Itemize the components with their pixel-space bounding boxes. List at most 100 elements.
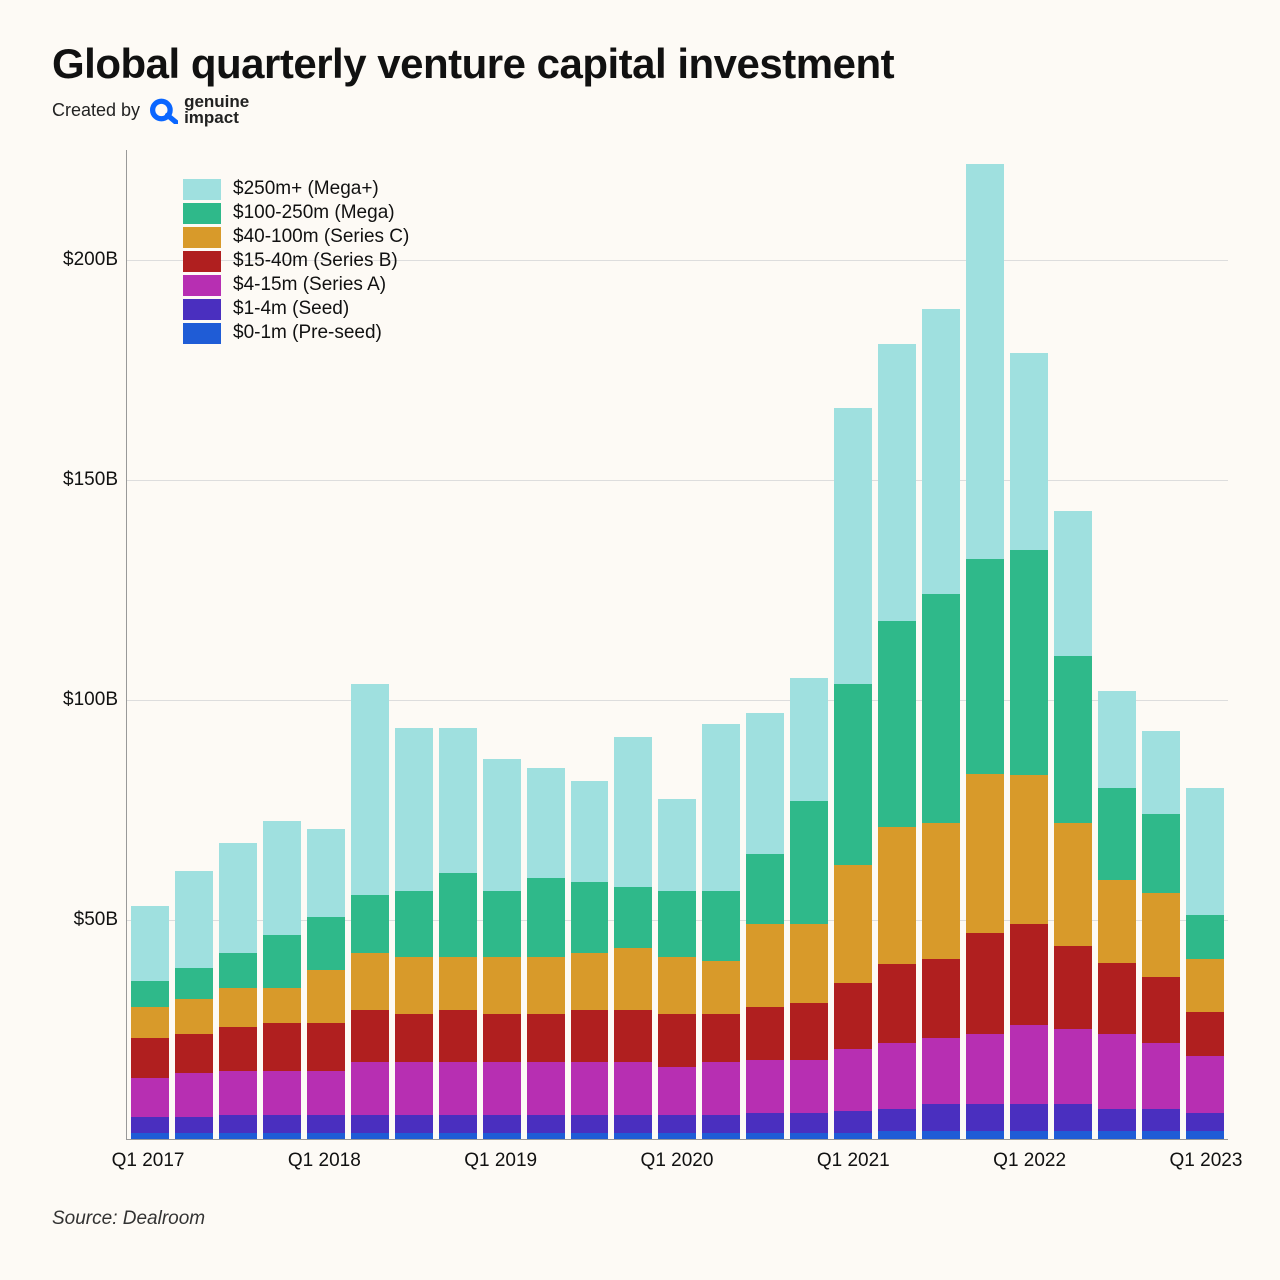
seg-megaplus (746, 713, 784, 854)
seg-seriesA (1186, 1056, 1224, 1113)
seg-megaplus (219, 843, 257, 953)
seg-seriesC (878, 827, 916, 963)
seg-mega (614, 887, 652, 949)
seg-megaplus (1186, 788, 1224, 915)
bar-q1-2023 (1186, 150, 1224, 1139)
legend-swatch (183, 251, 221, 272)
bar-q4-2019 (614, 150, 652, 1139)
seg-mega (527, 878, 565, 957)
bar-q4-2022 (1142, 150, 1180, 1139)
seg-mega (571, 882, 609, 952)
seg-seriesB (790, 1003, 828, 1060)
seg-preseed (1010, 1131, 1048, 1140)
seg-mega (175, 968, 213, 999)
seg-seriesC (1142, 893, 1180, 977)
legend-label: $15-40m (Series B) (233, 250, 398, 272)
legend-swatch (183, 203, 221, 224)
seg-seed (658, 1115, 696, 1133)
bar-q1-2021 (834, 150, 872, 1139)
seg-preseed (1142, 1131, 1180, 1140)
seg-seriesB (219, 1027, 257, 1071)
seg-seriesB (922, 959, 960, 1038)
seg-megaplus (527, 768, 565, 878)
seg-seriesC (702, 961, 740, 1014)
seg-seed (878, 1109, 916, 1131)
seg-mega (1142, 814, 1180, 893)
seg-seriesB (1010, 924, 1048, 1025)
legend-label: $4-15m (Series A) (233, 274, 386, 296)
seg-preseed (966, 1131, 1004, 1140)
seg-seriesA (834, 1049, 872, 1111)
seg-seed (702, 1115, 740, 1133)
seg-megaplus (1098, 691, 1136, 788)
seg-preseed (439, 1133, 477, 1140)
y-tick-label: $50B (74, 909, 118, 931)
legend-item-seriesC: $40-100m (Series C) (183, 226, 409, 248)
seg-seed (1010, 1104, 1048, 1130)
x-tick-label: Q1 2020 (641, 1150, 714, 1172)
seg-seriesB (1054, 946, 1092, 1030)
seg-preseed (307, 1133, 345, 1140)
seg-preseed (527, 1133, 565, 1140)
bar-q2-2022 (1054, 150, 1092, 1139)
seg-megaplus (307, 829, 345, 917)
seg-megaplus (966, 164, 1004, 560)
seg-seed (1142, 1109, 1180, 1131)
seg-seriesB (1186, 1012, 1224, 1056)
page-title: Global quarterly venture capital investm… (52, 40, 1228, 88)
seg-seriesB (1098, 963, 1136, 1033)
chart-area: $50B$100B$150B$200B $250m+ (Mega+)$100-2… (52, 150, 1228, 1190)
seg-seriesB (878, 964, 916, 1043)
seg-seriesB (702, 1014, 740, 1062)
seg-seed (571, 1115, 609, 1133)
seg-seriesC (746, 924, 784, 1008)
seg-seriesB (658, 1014, 696, 1067)
seg-seriesC (1098, 880, 1136, 964)
seg-seed (219, 1115, 257, 1133)
seg-mega (702, 891, 740, 961)
seg-seriesC (658, 957, 696, 1014)
seg-preseed (790, 1133, 828, 1140)
legend-label: $1-4m (Seed) (233, 298, 349, 320)
bar-q2-2019 (527, 150, 565, 1139)
seg-megaplus (922, 309, 960, 595)
seg-seriesC (131, 1007, 169, 1038)
seg-megaplus (1054, 511, 1092, 656)
seg-seriesC (263, 988, 301, 1023)
seg-seed (483, 1115, 521, 1133)
seg-seriesB (263, 1023, 301, 1071)
seg-mega (658, 891, 696, 957)
seg-seed (527, 1115, 565, 1133)
bar-q4-2018 (439, 150, 477, 1139)
seg-seriesB (439, 1010, 477, 1063)
legend-label: $40-100m (Series C) (233, 226, 409, 248)
seg-seed (922, 1104, 960, 1130)
seg-seriesC (614, 948, 652, 1010)
seg-seriesB (966, 933, 1004, 1034)
bar-q1-2017 (131, 150, 169, 1139)
brand-logo: genuineimpact (150, 94, 249, 126)
seg-seriesA (131, 1078, 169, 1118)
seg-seed (395, 1115, 433, 1133)
seg-megaplus (175, 871, 213, 968)
seg-megaplus (614, 737, 652, 886)
seg-preseed (571, 1133, 609, 1140)
y-tick-label: $100B (63, 689, 118, 711)
seg-seriesA (614, 1062, 652, 1115)
seg-mega (219, 953, 257, 988)
seg-mega (1098, 788, 1136, 880)
seg-mega (834, 684, 872, 864)
byline-prefix: Created by (52, 100, 140, 121)
seg-preseed (1098, 1131, 1136, 1140)
x-axis: Q1 2017Q1 2018Q1 2019Q1 2020Q1 2021Q1 20… (126, 1140, 1228, 1190)
seg-preseed (1186, 1131, 1224, 1140)
seg-preseed (922, 1131, 960, 1140)
legend-item-preseed: $0-1m (Pre-seed) (183, 322, 409, 344)
seg-seriesB (483, 1014, 521, 1062)
seg-megaplus (263, 821, 301, 935)
seg-seriesC (922, 823, 960, 959)
seg-seriesA (1054, 1029, 1092, 1104)
legend-swatch (183, 323, 221, 344)
seg-preseed (351, 1133, 389, 1140)
legend-label: $100-250m (Mega) (233, 202, 395, 224)
